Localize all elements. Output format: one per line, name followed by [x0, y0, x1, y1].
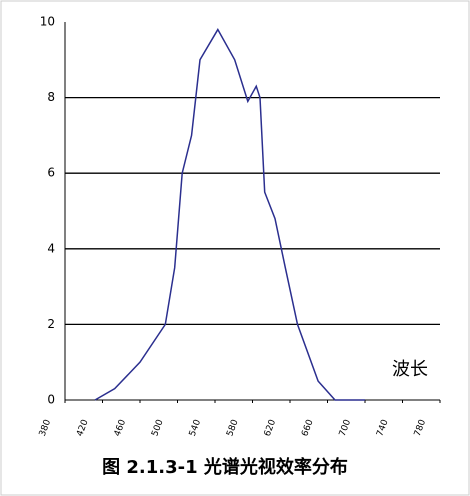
line: [94, 28, 365, 401]
y-tick-label: 8: [47, 90, 55, 104]
y-tick-label: 4: [47, 241, 55, 255]
y-tick-label: 0: [47, 393, 55, 407]
annotation: 波长: [392, 359, 428, 380]
caption: 图 2.1.3-1 光谱光视效率分布: [102, 456, 348, 478]
y-tick-label: 2: [47, 317, 55, 331]
y-tick-label: 6: [47, 166, 55, 180]
y-tick-label: 10: [40, 15, 55, 29]
